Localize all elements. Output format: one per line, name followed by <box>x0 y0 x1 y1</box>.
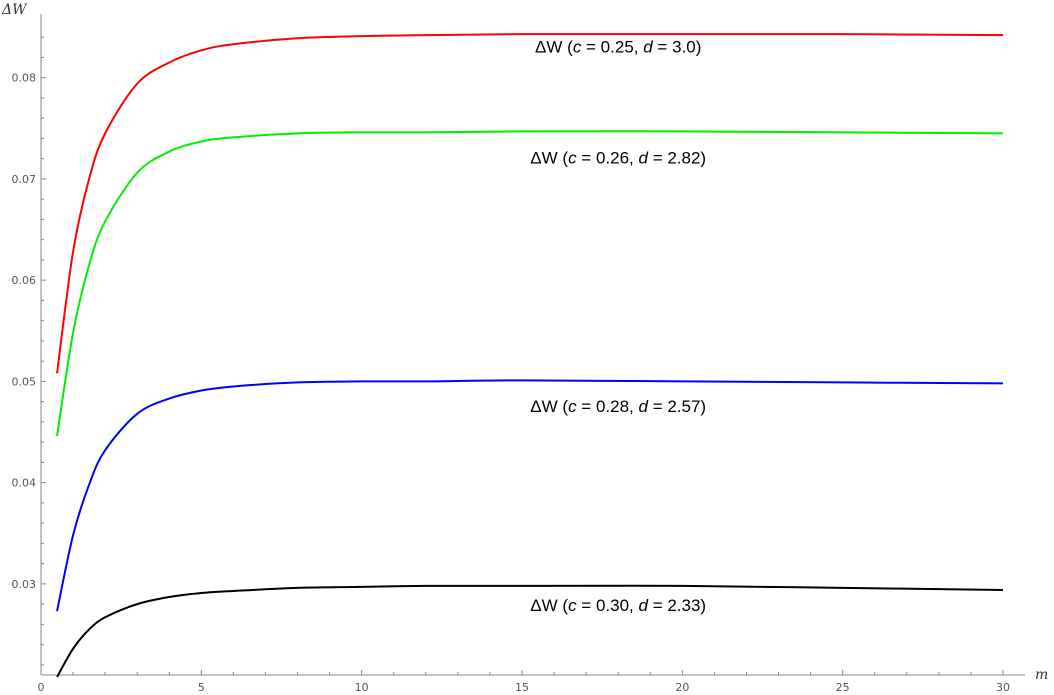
x-tick-label: 20 <box>675 681 689 694</box>
curve-label: ΔW (c = 0.28, d = 2.57) <box>530 397 706 416</box>
y-tick-label: 0.06 <box>12 274 37 287</box>
curve-labels: ΔW (c = 0.25, d = 3.0) ΔW (c = 0.26, d = … <box>530 37 706 615</box>
curve-green <box>56 130 1004 437</box>
y-tick-label: 0.05 <box>12 375 37 388</box>
x-axis-title: m <box>1035 667 1048 683</box>
x-tick-label: 30 <box>996 681 1010 694</box>
curve-label: ΔW (c = 0.26, d = 2.82) <box>530 149 706 168</box>
x-ticks: 0 5 10 15 20 25 30 <box>38 670 1010 694</box>
curve-label: ΔW (c = 0.25, d = 3.0) <box>535 37 701 56</box>
curve-red <box>56 33 1004 374</box>
x-tick-label: 15 <box>515 681 529 694</box>
x-tick-label: 25 <box>836 681 850 694</box>
y-tick-label: 0.03 <box>12 578 37 591</box>
curve-black <box>56 584 1004 678</box>
curve-blue <box>56 379 1004 612</box>
x-tick-label: 10 <box>355 681 369 694</box>
y-ticks: 0.03 0.04 0.05 0.06 0.07 0.08 <box>12 36 46 666</box>
curves <box>56 33 1004 678</box>
y-tick-label: 0.08 <box>12 72 37 85</box>
x-tick-label: 0 <box>38 681 45 694</box>
y-tick-label: 0.07 <box>12 173 37 186</box>
x-tick-label: 5 <box>198 681 205 694</box>
y-axis-title: ΔW <box>1 2 28 18</box>
y-tick-label: 0.04 <box>12 477 37 490</box>
curve-label: ΔW (c = 0.30, d = 2.33) <box>530 596 706 615</box>
